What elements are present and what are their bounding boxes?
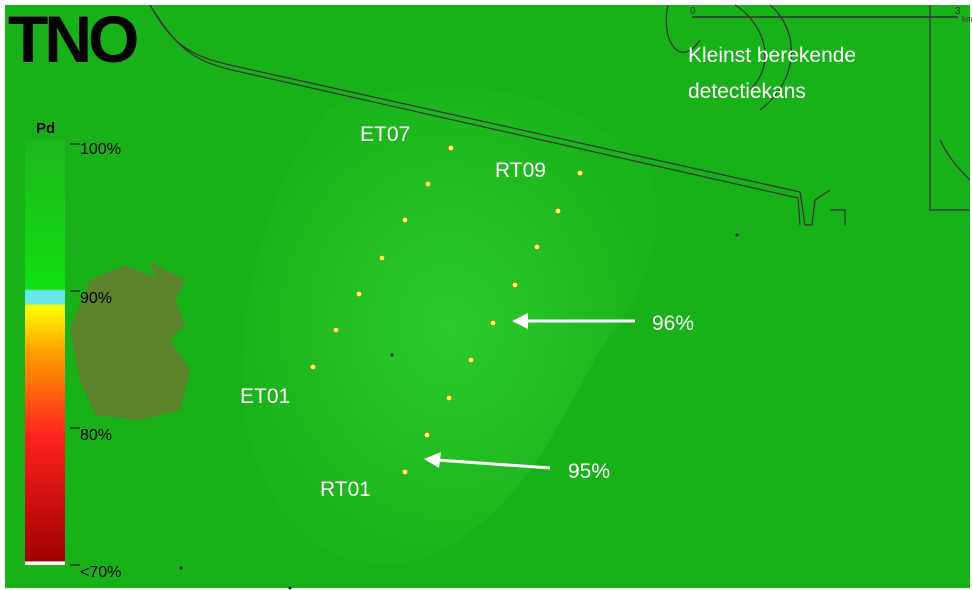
arrows xyxy=(424,313,635,470)
title-line: Kleinst berekende xyxy=(688,44,856,67)
legend-title: Pd xyxy=(36,120,55,137)
legend-label: 100% xyxy=(80,141,121,158)
turbine-label: RT01 xyxy=(320,478,371,501)
annotation: 96% xyxy=(652,312,694,335)
scale-end: 3 xyxy=(955,6,961,17)
coverage-area xyxy=(242,87,657,564)
scale-unit: km xyxy=(962,15,972,24)
logo: TNO xyxy=(8,2,137,76)
legend-label: <70% xyxy=(80,564,121,581)
legend-ticks xyxy=(70,143,80,566)
coastline xyxy=(149,4,971,226)
scale-start: 0 xyxy=(690,6,696,17)
markers xyxy=(179,233,739,590)
legend-label: 90% xyxy=(80,290,112,307)
title-line: detectiekans xyxy=(688,80,806,103)
turbine-label: RT09 xyxy=(495,159,546,182)
turbine-label: ET07 xyxy=(360,123,410,146)
turbines xyxy=(309,144,584,476)
turbine-label: ET01 xyxy=(240,385,290,408)
legend-bar xyxy=(25,140,65,565)
land-area xyxy=(70,262,190,420)
annotation: 95% xyxy=(568,460,610,483)
legend-label: 80% xyxy=(80,427,112,444)
